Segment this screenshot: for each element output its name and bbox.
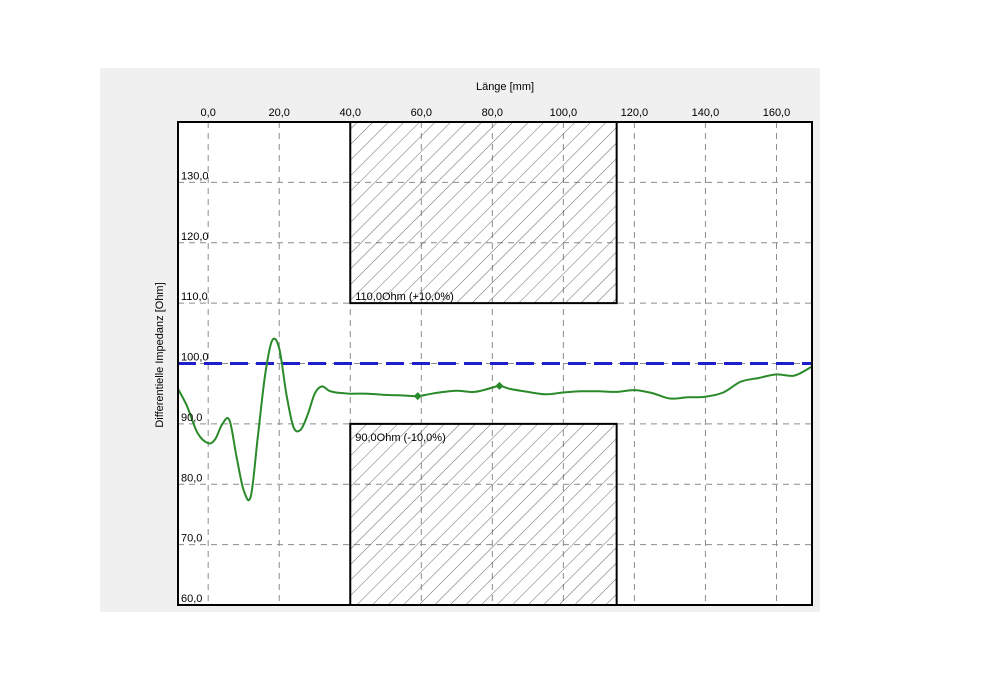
x-tick-label: 40,0 [340, 107, 361, 119]
chart-panel: 110,0Ohm (+10,0%) 90,0Ohm (-10,0%) 0,0 20,… [100, 68, 820, 612]
x-tick-label: 160,0 [763, 107, 791, 119]
y-tick-label: 80,0 [181, 472, 202, 484]
series-group [178, 337, 812, 502]
x-axis-title: Länge [mm] [476, 81, 534, 93]
y-tick-label: 90,0 [181, 412, 202, 424]
y-tick-label: 60,0 [181, 593, 202, 605]
x-tick-label: 80,0 [482, 107, 503, 119]
series-marker [495, 381, 504, 390]
x-tick-label: 20,0 [269, 107, 290, 119]
y-tick-label: 110,0 [181, 291, 208, 303]
tolerance-band [349, 422, 618, 605]
series-marker [413, 392, 422, 401]
plot-border [177, 121, 813, 606]
impedance-series-line [178, 337, 812, 502]
marker-group [413, 381, 504, 401]
y-axis-title: Differentielle Impedanz [Ohm] [154, 282, 166, 427]
x-tick-label: 100,0 [550, 107, 578, 119]
y-tick-label: 100,0 [181, 352, 209, 364]
tolerance-band-label: 110,0Ohm (+10,0%) [355, 291, 454, 303]
tolerance-band [349, 122, 618, 305]
tolerance-band-label: 90,0Ohm (-10,0%) [355, 432, 445, 444]
x-tick-label: 60,0 [411, 107, 432, 119]
x-tick-labels: 0,0 20,0 40,0 60,0 80,0 100,0 120,0 140,0 160,0 [201, 107, 791, 119]
y-tick-label: 130,0 [181, 170, 209, 182]
x-tick-label: 0,0 [201, 107, 216, 119]
x-tick-label: 120,0 [621, 107, 649, 119]
x-tick-label: 140,0 [692, 107, 720, 119]
y-tick-label: 120,0 [181, 231, 209, 243]
y-tick-labels: 60,0 70,0 80,0 90,0 100,0 110,0 120,0 130,0 [181, 170, 209, 605]
impedance-chart: 110,0Ohm (+10,0%) 90,0Ohm (-10,0%) 0,0 20,… [154, 81, 813, 606]
tolerance-bands: 110,0Ohm (+10,0%) 90,0Ohm (-10,0%) [349, 122, 618, 605]
y-tick-label: 70,0 [181, 533, 202, 545]
